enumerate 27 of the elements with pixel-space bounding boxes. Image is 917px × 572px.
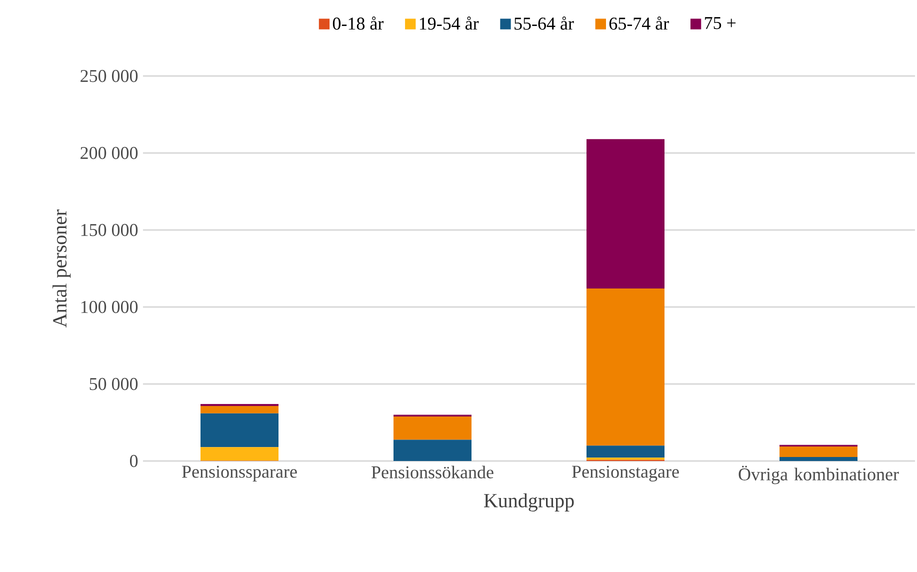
legend-label: 19-54 år (420, 16, 479, 30)
y-axis-title: Antal personer (52, 210, 71, 328)
y-tick-label: 150 000 (81, 224, 138, 236)
y-tick-label: 0 (130, 454, 138, 468)
bar (394, 416, 472, 440)
bar (586, 446, 664, 458)
bar (586, 288, 664, 446)
y-tick-label: 50 000 (90, 378, 138, 390)
x-tick-label: Övriga kombinationer (738, 466, 899, 484)
y-tick-label: 200 000 (80, 146, 138, 160)
bar (780, 456, 858, 461)
y-tick-label: 250 000 (80, 70, 138, 82)
legend-label: 0-18 år (332, 16, 384, 30)
x-axis-title: Kundgrupp (484, 493, 574, 512)
bar (394, 440, 472, 461)
bar (780, 446, 858, 457)
bar (200, 447, 279, 461)
bar (586, 139, 664, 289)
legend-label: 65-74 år (609, 16, 669, 30)
bar (200, 406, 279, 414)
y-tick-label: 100 000 (81, 300, 138, 314)
x-tick-label: Pensionstagare (572, 466, 679, 482)
x-tick-label: Pensionssparare (182, 466, 297, 482)
bar (200, 413, 279, 448)
x-tick-label: Pensionssökande (372, 466, 494, 478)
legend-label: 55-64 år (514, 16, 574, 30)
legend-label: 75 + (704, 17, 736, 30)
